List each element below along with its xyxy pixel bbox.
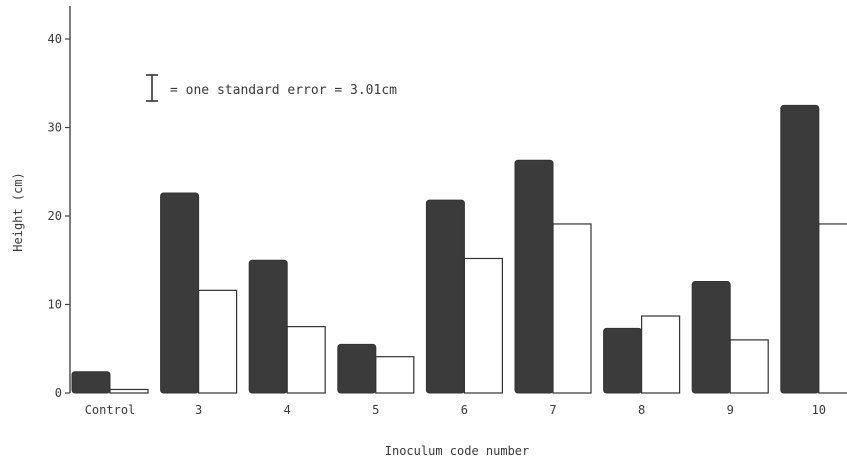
bar-light [109,388,149,394]
error-bar-symbol [146,74,158,102]
x-tick-label: 8 [638,403,645,417]
bar-dark [337,343,377,394]
y-tick-label: 20 [48,209,62,223]
bar-dark [425,199,465,394]
bar-dark [248,259,288,394]
legend-text: = one standard error = 3.01cm [170,83,397,98]
y-tick-label: 10 [48,298,62,312]
x-axis-label: Inoculum code number [385,444,530,458]
bar-light [198,289,238,394]
bar-dark [71,371,111,394]
bar-dark [160,192,200,394]
bar-light [375,356,415,394]
x-tick-label: 6 [461,403,468,417]
x-tick-label: 10 [812,403,826,417]
bar-dark [691,280,731,394]
y-axis-label: Height (cm) [11,172,25,251]
x-tick-label: Control [85,403,136,417]
y-tick-label: 30 [48,121,62,135]
y-tick-label: 0 [55,386,62,400]
bar-dark [780,104,820,394]
x-tick-label: 5 [372,403,379,417]
bar-light [729,339,769,394]
legend: = one standard error = 3.01cm [146,74,397,102]
y-tick-label: 40 [48,32,62,46]
bar-light [552,223,592,394]
bar-dark [603,327,643,394]
plot-area: 0 10 20 30 40 Control 3 4 5 6 7 8 9 10 [48,6,847,417]
bar-light [463,257,503,394]
x-tick-label: 3 [195,403,202,417]
x-tick-label: 7 [549,403,556,417]
bar-light [286,326,326,394]
bar-light [640,315,681,394]
x-tick-label: 9 [727,403,734,417]
bar-light [818,223,847,394]
x-tick-label: 4 [284,403,291,417]
bar-dark [514,159,554,394]
